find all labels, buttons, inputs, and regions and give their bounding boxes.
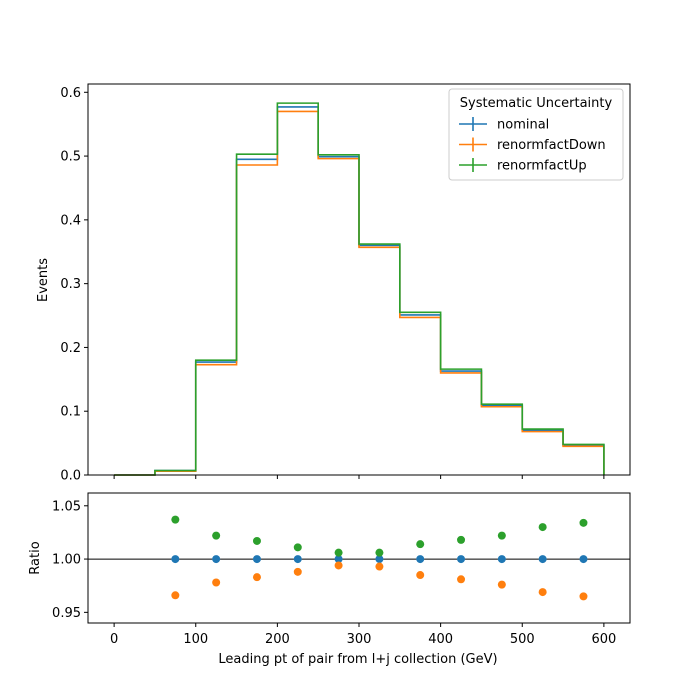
ratio-x-tick-label: 600 bbox=[591, 632, 616, 647]
ratio-y-tick-label: 0.95 bbox=[52, 606, 81, 621]
ratio-y-tick-label: 1.05 bbox=[52, 499, 81, 514]
ratio-point-nominal bbox=[457, 555, 466, 564]
ratio-point-renormfactDown bbox=[538, 588, 547, 597]
histogram-series-renormfactUp bbox=[114, 102, 605, 476]
ratio-point-renormfactUp bbox=[171, 515, 180, 524]
ratio-y-axis-ticks: 0.95 1.00 1.05 bbox=[52, 499, 88, 621]
ratio-point-renormfactDown bbox=[579, 592, 588, 601]
ratio-point-renormfactUp bbox=[579, 518, 588, 527]
ratio-point-renormfactUp bbox=[334, 548, 343, 557]
x-axis-label: Leading pt of pair from l+j collection (… bbox=[218, 652, 497, 667]
ratio-point-renormfactUp bbox=[212, 531, 221, 540]
main-y-tick-label: 0.5 bbox=[60, 150, 81, 165]
ratio-point-renormfactDown bbox=[497, 580, 506, 589]
ratio-point-renormfactDown bbox=[212, 578, 221, 587]
ratio-point-renormfactDown bbox=[457, 575, 466, 584]
ratio-point-renormfactUp bbox=[293, 543, 302, 552]
histogram-line-renormfactUp bbox=[114, 102, 605, 476]
main-y-tick-label: 0.6 bbox=[60, 86, 81, 101]
legend-entries: nominal renormfactDown renormfactUp bbox=[459, 117, 606, 174]
ratio-point-renormfactDown bbox=[416, 571, 425, 580]
ratio-plot-panel: 0.95 1.00 1.05 0 100 200 300 400 500 600 Ratio L… bbox=[28, 492, 631, 667]
ratio-point-nominal bbox=[497, 555, 506, 564]
main-y-tick-label: 0.1 bbox=[60, 405, 81, 420]
ratio-series-renormfactUp bbox=[171, 515, 588, 557]
legend-entry-renormfactUp: renormfactUp bbox=[459, 158, 587, 174]
legend-box bbox=[448, 88, 624, 181]
main-y-tick-label: 0.0 bbox=[60, 469, 81, 484]
ratio-series-nominal bbox=[171, 555, 588, 564]
legend-label-renormfactUp: renormfactUp bbox=[497, 159, 587, 174]
ratio-y-tick-label: 1.00 bbox=[52, 553, 81, 568]
ratio-x-tick-label: 400 bbox=[428, 632, 453, 647]
ratio-x-tick-label: 500 bbox=[510, 632, 535, 647]
ratio-y-axis-label: Ratio bbox=[28, 541, 43, 574]
legend-entry-nominal: nominal bbox=[459, 117, 549, 133]
main-y-axis-label: Events bbox=[36, 258, 51, 302]
ratio-point-nominal bbox=[416, 555, 425, 564]
ratio-point-renormfactDown bbox=[334, 561, 343, 570]
ratio-points-group bbox=[171, 515, 588, 601]
ratio-point-nominal bbox=[375, 555, 384, 564]
ratio-point-nominal bbox=[538, 555, 547, 564]
main-x-axis-ticks bbox=[113, 475, 605, 479]
ratio-point-nominal bbox=[252, 555, 261, 564]
ratio-point-renormfactUp bbox=[457, 535, 466, 544]
main-y-tick-label: 0.2 bbox=[60, 341, 81, 356]
ratio-point-renormfactUp bbox=[416, 540, 425, 549]
legend-label-renormfactDown: renormfactDown bbox=[497, 138, 606, 153]
legend-title: Systematic Uncertainty bbox=[460, 96, 613, 111]
ratio-point-nominal bbox=[579, 555, 588, 564]
ratio-point-nominal bbox=[212, 555, 221, 564]
ratio-point-renormfactDown bbox=[171, 591, 180, 600]
legend-label-nominal: nominal bbox=[497, 118, 549, 133]
ratio-point-nominal bbox=[293, 555, 302, 564]
ratio-x-tick-label: 200 bbox=[265, 632, 290, 647]
ratio-x-tick-label: 0 bbox=[110, 632, 118, 647]
ratio-point-renormfactDown bbox=[252, 573, 261, 582]
ratio-x-tick-label: 100 bbox=[183, 632, 208, 647]
ratio-point-renormfactDown bbox=[293, 567, 302, 576]
legend: Systematic Uncertainty nominal renormfact… bbox=[448, 88, 624, 181]
ratio-point-nominal bbox=[171, 555, 180, 564]
ratio-point-nominal bbox=[334, 555, 343, 564]
ratio-x-axis-ticks: 0 100 200 300 400 500 600 bbox=[110, 623, 616, 647]
main-plot-panel: 0.0 0.1 0.2 0.3 0.4 0.5 0.6 Events Systematic … bbox=[36, 83, 631, 484]
ratio-series-renormfactDown bbox=[171, 561, 588, 601]
main-y-tick-label: 0.4 bbox=[60, 213, 81, 228]
legend-entry-renormfactDown: renormfactDown bbox=[459, 137, 606, 153]
ratio-point-renormfactUp bbox=[252, 536, 261, 545]
ratio-x-tick-label: 300 bbox=[347, 632, 372, 647]
ratio-point-renormfactUp bbox=[375, 548, 384, 557]
ratio-point-renormfactDown bbox=[375, 562, 384, 571]
ratio-point-renormfactUp bbox=[538, 523, 547, 532]
histogram-series-group bbox=[114, 102, 605, 476]
main-y-axis-ticks: 0.0 0.1 0.2 0.3 0.4 0.5 0.6 bbox=[60, 86, 88, 484]
main-y-tick-label: 0.3 bbox=[60, 277, 81, 292]
ratio-point-renormfactUp bbox=[497, 531, 506, 540]
